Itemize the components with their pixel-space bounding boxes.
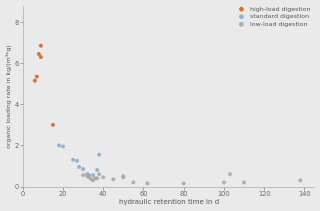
low-load digestion bbox=[181, 182, 186, 185]
low-load digestion bbox=[121, 174, 126, 178]
Legend: high-load digestion, standard digestion, low-load digestion: high-load digestion, standard digestion,… bbox=[234, 5, 311, 28]
standard digestion bbox=[70, 158, 76, 161]
Y-axis label: organic loading rate in kg/(m³*g): organic loading rate in kg/(m³*g) bbox=[5, 44, 12, 148]
high-load digestion bbox=[50, 123, 55, 127]
high-load digestion bbox=[34, 75, 39, 78]
low-load digestion bbox=[242, 181, 247, 184]
low-load digestion bbox=[228, 172, 233, 176]
low-load digestion bbox=[111, 178, 116, 181]
low-load digestion bbox=[298, 179, 303, 182]
high-load digestion bbox=[38, 44, 44, 47]
high-load digestion bbox=[32, 79, 37, 82]
low-load digestion bbox=[221, 181, 227, 184]
low-load digestion bbox=[131, 181, 136, 184]
standard digestion bbox=[121, 176, 126, 179]
standard digestion bbox=[60, 145, 66, 148]
high-load digestion bbox=[38, 55, 44, 59]
low-load digestion bbox=[92, 177, 98, 180]
standard digestion bbox=[95, 168, 100, 172]
low-load digestion bbox=[84, 174, 90, 178]
standard digestion bbox=[76, 165, 82, 169]
low-load digestion bbox=[101, 176, 106, 179]
standard digestion bbox=[81, 167, 86, 171]
standard digestion bbox=[97, 153, 102, 156]
standard digestion bbox=[84, 172, 90, 176]
high-load digestion bbox=[36, 52, 41, 56]
standard digestion bbox=[87, 173, 92, 177]
low-load digestion bbox=[87, 176, 92, 179]
low-load digestion bbox=[97, 172, 102, 176]
X-axis label: hydraulic retention time in d: hydraulic retention time in d bbox=[118, 199, 219, 206]
standard digestion bbox=[75, 159, 80, 162]
low-load digestion bbox=[81, 173, 86, 177]
low-load digestion bbox=[145, 182, 150, 185]
low-load digestion bbox=[91, 179, 96, 182]
low-load digestion bbox=[95, 177, 100, 180]
low-load digestion bbox=[89, 178, 94, 181]
standard digestion bbox=[56, 144, 61, 147]
standard digestion bbox=[91, 173, 96, 177]
